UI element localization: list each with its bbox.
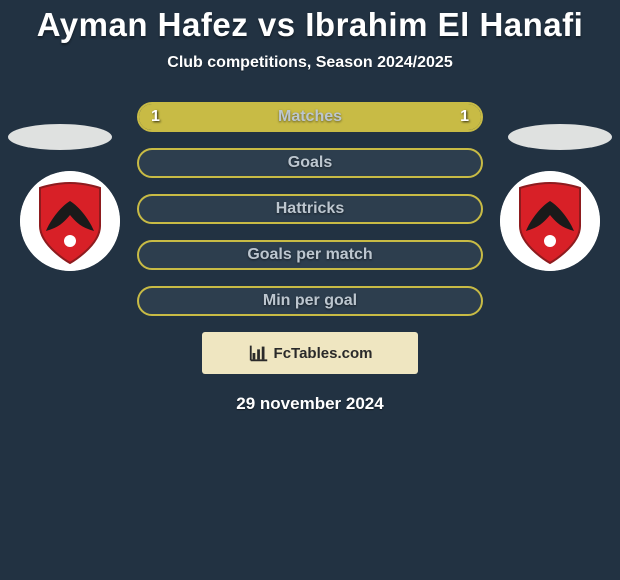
player-oval-right [508,124,612,150]
footer-brand-box: FcTables.com [202,332,418,374]
player-oval-left [8,124,112,150]
comparison-widget: Ayman Hafez vs Ibrahim El Hanafi Club co… [0,0,620,580]
bar-chart-icon [248,342,270,364]
club-crest-icon [500,171,600,271]
stat-row-min-per-goal: Min per goal [137,286,483,316]
stat-value-right: 1 [460,104,469,130]
stats-column: 1 Matches 1 Goals Hattricks Goals per ma… [137,102,483,316]
stat-label: Hattricks [139,196,481,222]
date-label: 29 november 2024 [0,394,620,414]
club-badge-right [500,171,600,271]
stat-label: Goals per match [139,242,481,268]
brand-text: FcTables.com [274,345,373,362]
stat-row-goals: Goals [137,148,483,178]
stat-label: Min per goal [139,288,481,314]
page-title: Ayman Hafez vs Ibrahim El Hanafi [0,6,620,44]
stat-row-goals-per-match: Goals per match [137,240,483,270]
subtitle: Club competitions, Season 2024/2025 [0,54,620,72]
stat-label: Matches [139,104,481,130]
club-badge-left [20,171,120,271]
club-crest-icon [20,171,120,271]
stat-label: Goals [139,150,481,176]
stat-row-hattricks: Hattricks [137,194,483,224]
stat-row-matches: 1 Matches 1 [137,102,483,132]
